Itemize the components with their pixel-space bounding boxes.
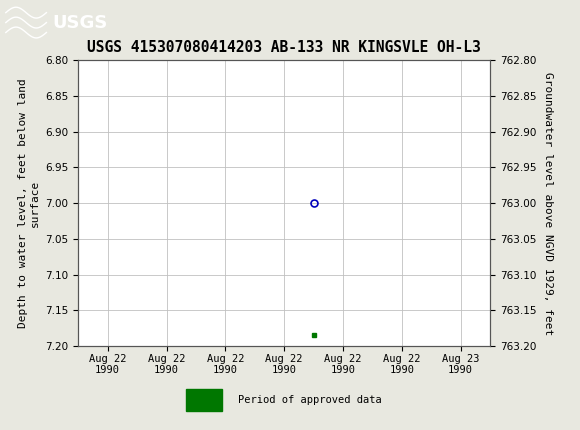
Title: USGS 415307080414203 AB-133 NR KINGSVLE OH-L3: USGS 415307080414203 AB-133 NR KINGSVLE … <box>88 40 481 55</box>
FancyBboxPatch shape <box>186 389 222 411</box>
Text: USGS: USGS <box>52 15 107 33</box>
Text: Period of approved data: Period of approved data <box>238 395 382 405</box>
Y-axis label: Groundwater level above NGVD 1929, feet: Groundwater level above NGVD 1929, feet <box>543 71 553 335</box>
Y-axis label: Depth to water level, feet below land
surface: Depth to water level, feet below land su… <box>18 78 40 328</box>
